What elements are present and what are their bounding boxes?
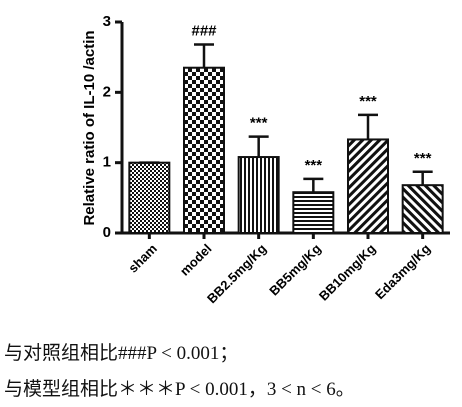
chart: Relative ratio of IL-10 /actin 0 1 2 3 sham m… <box>81 13 450 306</box>
x-tick-label: model <box>177 241 215 279</box>
bar <box>237 156 280 234</box>
caption: 与对照组相比###P < 0.001； <box>4 343 239 364</box>
bar <box>347 138 389 234</box>
significance-label: *** <box>414 150 432 167</box>
bar <box>292 191 335 234</box>
x-tick-label: BB2.5mg/Kg <box>204 241 269 306</box>
y-axis-label: Relative ratio of IL-10 /actin <box>81 30 98 225</box>
y-tick-label: 0 <box>103 224 111 241</box>
significance-label: ### <box>191 22 217 39</box>
x-tick-label: BB10mg/Kg <box>316 241 379 304</box>
x-tick-label: Eda3mg/Kg <box>372 241 433 302</box>
caption: 与模型组相比＊＊＊P < 0.001，3 < n < 6。 <box>4 379 355 400</box>
x-tick-label: sham <box>125 241 160 276</box>
x-tick-label: BB5mg/Kg <box>266 241 324 299</box>
significance-label: *** <box>359 93 377 110</box>
bar <box>401 184 444 235</box>
significance-label: *** <box>250 115 268 132</box>
y-tick-label: 3 <box>103 13 111 30</box>
y-tick-label: 1 <box>103 154 111 171</box>
bar <box>128 161 171 235</box>
bar <box>183 66 225 235</box>
y-tick-label: 2 <box>103 83 111 100</box>
significance-label: *** <box>305 157 323 174</box>
